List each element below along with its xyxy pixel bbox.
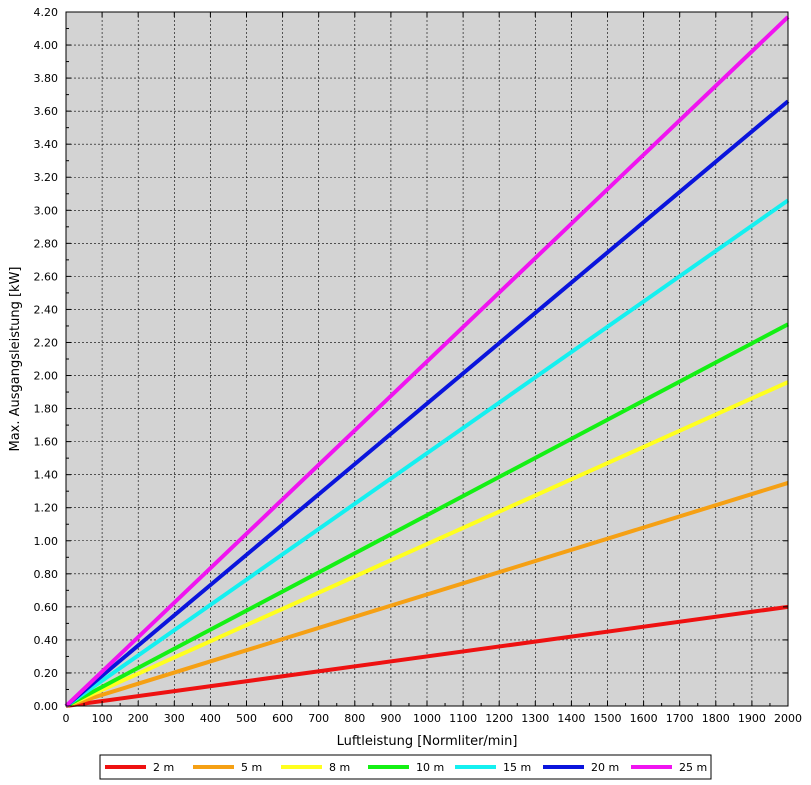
x-tick-label: 2000 [774, 712, 802, 725]
legend-label: 2 m [153, 761, 174, 774]
x-tick-label: 1600 [630, 712, 658, 725]
legend-label: 25 m [679, 761, 707, 774]
y-tick-label: 1.80 [34, 403, 59, 416]
legend: 2 m 5 m 8 m 10 m 15 m 20 m 25 m [99, 754, 712, 780]
y-tick-label: 1.40 [34, 469, 59, 482]
x-tick-label: 1000 [413, 712, 441, 725]
y-tick-label: 2.20 [34, 336, 59, 349]
y-axis-title: Max. Ausgangsleistung [kW] [8, 266, 23, 451]
y-tick-label: 3.20 [34, 171, 59, 184]
x-tick-label: 1200 [485, 712, 513, 725]
series-line-25m [64, 15, 790, 708]
series-line-20m [64, 99, 790, 708]
y-tick-label: 2.40 [34, 303, 59, 316]
x-tick-label: 400 [200, 712, 221, 725]
y-tick-label: 2.80 [34, 237, 59, 250]
x-tick-label: 700 [308, 712, 329, 725]
y-tick-label: 1.60 [34, 436, 59, 449]
legend-label: 20 m [591, 761, 619, 774]
y-tick-label: 1.00 [34, 535, 59, 548]
x-tick-label: 1400 [557, 712, 585, 725]
x-tick-label: 500 [236, 712, 257, 725]
y-tick-label: 3.00 [34, 204, 59, 217]
series-line-2m [65, 604, 789, 708]
y-tick-label: 0.40 [34, 634, 59, 647]
x-tick-label: 900 [380, 712, 401, 725]
y-tick-label: 1.20 [34, 502, 59, 515]
x-tick-label: 200 [128, 712, 149, 725]
x-tick-label: 1800 [702, 712, 730, 725]
y-tick-label: 0.20 [34, 667, 59, 680]
y-tick-label: 3.80 [34, 72, 59, 85]
y-tick-label: 4.00 [34, 39, 59, 52]
x-tick-label: 300 [164, 712, 185, 725]
plot-frame [65, 11, 789, 707]
series-line-5m [65, 481, 789, 708]
y-tick-label: 4.20 [34, 6, 59, 19]
x-axis-title: Luftleistung [Normliter/min] [337, 734, 518, 749]
x-tick-label: 100 [92, 712, 113, 725]
x-tick-label: 1500 [594, 712, 622, 725]
series-line-15m [64, 198, 790, 708]
x-tick-label: 1300 [521, 712, 549, 725]
x-tick-label: 600 [272, 712, 293, 725]
x-tick-label: 0 [63, 712, 70, 725]
y-tick-label: 3.40 [34, 138, 59, 151]
y-tick-label: 3.60 [34, 105, 59, 118]
legend-label: 15 m [503, 761, 531, 774]
series-lines [64, 15, 790, 708]
x-tick-label: 1100 [449, 712, 477, 725]
legend-label: 8 m [329, 761, 350, 774]
y-tick-label: 2.60 [34, 270, 59, 283]
x-tick-label: 1700 [666, 712, 694, 725]
y-tick-label: 0.00 [34, 700, 59, 713]
legend-label: 5 m [241, 761, 262, 774]
axes: 0 100 200 300 400 500 600 700 800 900 1000 1100 1200… [34, 6, 803, 725]
x-tick-label: 1900 [738, 712, 766, 725]
y-tick-label: 0.80 [34, 568, 59, 581]
series-line-8m [65, 380, 789, 708]
x-tick-label: 800 [344, 712, 365, 725]
series-line-10m [65, 322, 789, 708]
y-tick-label: 2.00 [34, 370, 59, 383]
legend-label: 10 m [416, 761, 444, 774]
y-tick-label: 0.60 [34, 601, 59, 614]
